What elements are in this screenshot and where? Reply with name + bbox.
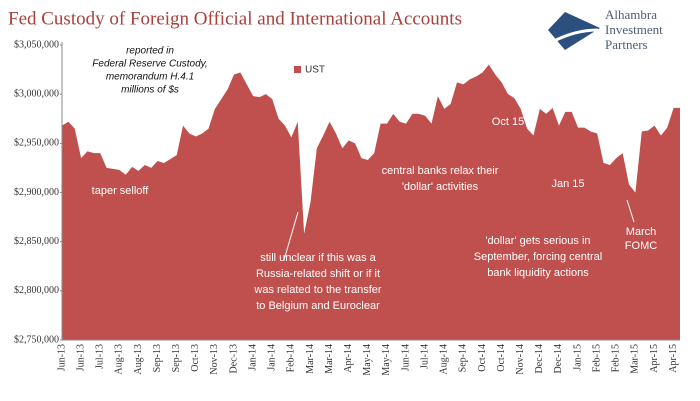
x-tick-label: Nov-13 xyxy=(209,344,220,375)
area xyxy=(62,64,680,341)
annotation: 'dollar' gets serious in xyxy=(485,235,590,247)
y-tick-label: $2,800,000 xyxy=(14,285,59,296)
y-tick-label: $2,850,000 xyxy=(14,236,59,247)
logo-swoosh xyxy=(551,28,599,44)
annotation-arrow xyxy=(626,199,635,223)
legend-swatch xyxy=(294,66,301,73)
x-tick-label: Feb-15 xyxy=(611,344,622,372)
x-tick-label: Feb-14 xyxy=(286,344,297,372)
x-tick-label: Mar-14 xyxy=(305,344,316,374)
x-tick-label: Aug-13 xyxy=(114,344,125,375)
legend-label: UST xyxy=(305,65,325,76)
x-tick-label: Oct-14 xyxy=(496,344,507,372)
annotation: taper selloff xyxy=(92,185,150,197)
x-tick-label: Apr-15 xyxy=(668,344,679,373)
x-tick-label: Dec-14 xyxy=(534,344,545,373)
x-tick-label: Apr-15 xyxy=(649,344,660,373)
annotation: central banks relax their xyxy=(382,165,499,177)
x-tick-label: Feb-15 xyxy=(591,344,602,372)
y-tick-label: $2,950,000 xyxy=(14,138,59,149)
annotation-arrow xyxy=(283,211,299,261)
x-tick-label: Nov-14 xyxy=(515,344,526,375)
annotation: reported in xyxy=(126,46,174,57)
x-tick-label: Jan-14 xyxy=(267,344,278,371)
x-tick-label: Dec-13 xyxy=(228,344,239,373)
logo-text: Investment xyxy=(605,22,663,37)
x-tick-label: Oct-14 xyxy=(477,344,488,372)
logo-text: Partners xyxy=(605,37,648,52)
x-tick-label: Jul-14 xyxy=(419,344,430,369)
y-tick-label: $2,750,000 xyxy=(14,334,59,345)
annotation: September, forcing central xyxy=(474,251,602,263)
y-tick-label: $3,000,000 xyxy=(14,88,59,99)
x-tick-label: Jan-14 xyxy=(247,344,258,371)
annotation: Russia-related shift or if it xyxy=(256,268,380,280)
x-tick-label: Aug-13 xyxy=(133,344,144,375)
y-tick-label: $2,900,000 xyxy=(14,187,59,198)
x-tick-label: Jun-13 xyxy=(56,344,67,371)
logo: Alhambra Investment Partners xyxy=(548,7,663,52)
x-tick-label: Aug-14 xyxy=(439,344,450,375)
annotation: to Belgium and Euroclear xyxy=(256,300,380,312)
x-tick-label: Jun-14 xyxy=(400,344,411,371)
annotation: March xyxy=(626,226,657,238)
annotation: 'dollar' activities xyxy=(402,181,479,193)
x-tick-label: Mar-15 xyxy=(630,344,641,374)
annotation: millions of $s xyxy=(121,85,179,96)
annotation: memorandum H.4.1 xyxy=(106,72,194,83)
x-tick-label: Sep-13 xyxy=(152,344,163,372)
x-tick-label: Jul-13 xyxy=(95,344,106,369)
annotation: was related to the transfer xyxy=(253,284,382,296)
x-tick-label: May-14 xyxy=(381,344,392,376)
annotation: bank liquidity actions xyxy=(487,267,589,279)
x-tick-label: Jan-15 xyxy=(572,344,583,371)
x-tick-label: Oct-13 xyxy=(190,344,201,372)
logo-text: Alhambra xyxy=(605,7,657,22)
logo-icon xyxy=(548,12,600,50)
x-tick-label: Sep-13 xyxy=(171,344,182,372)
x-tick-label: Sep-14 xyxy=(458,344,469,372)
chart-title: Fed Custody of Foreign Official and Inte… xyxy=(8,8,462,29)
annotation: Oct 15 xyxy=(492,116,524,128)
x-tick-label: Jun-13 xyxy=(75,344,86,371)
x-tick-label: May-14 xyxy=(362,344,373,376)
annotation: still unclear if this was a xyxy=(260,252,376,264)
x-tick-label: Apr-14 xyxy=(343,344,354,373)
x-tick-label: Dec-14 xyxy=(553,344,564,373)
x-tick-label: Mar-14 xyxy=(324,344,335,374)
annotation: Jan 15 xyxy=(551,178,584,190)
y-tick-label: $3,050,000 xyxy=(14,39,59,50)
annotation: Federal Reserve Custody, xyxy=(92,59,207,70)
annotation: FOMC xyxy=(625,240,657,252)
